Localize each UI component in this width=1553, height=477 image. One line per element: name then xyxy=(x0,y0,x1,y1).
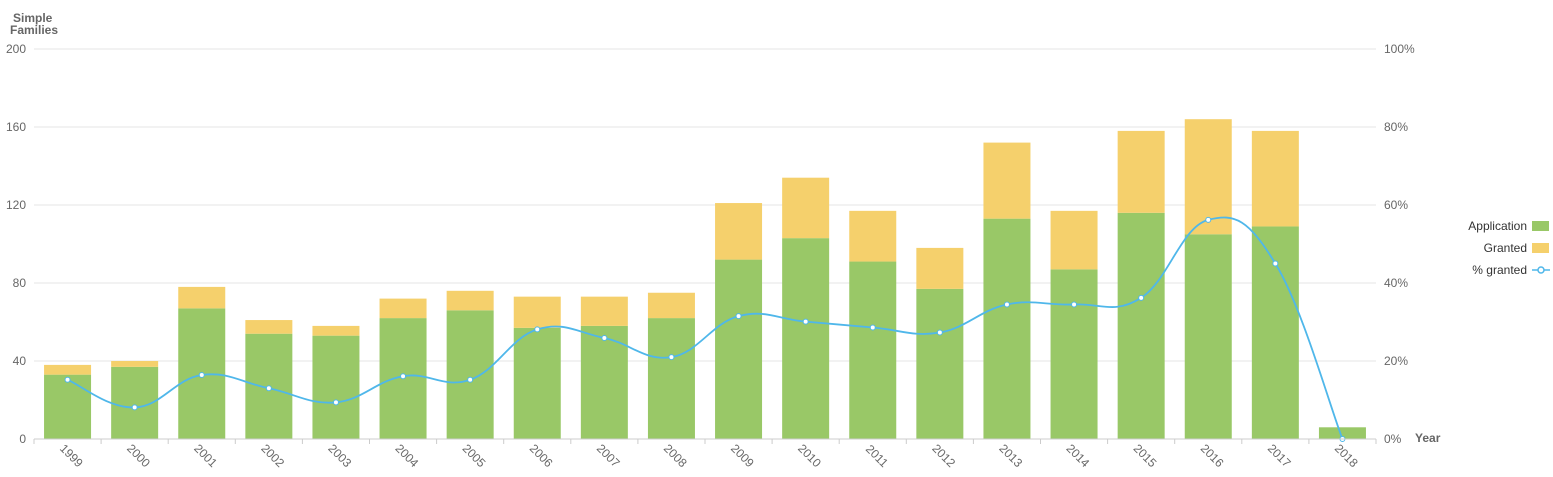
bar-application[interactable] xyxy=(312,336,359,439)
x-tick-label: 2001 xyxy=(191,441,220,470)
x-tick-label: 2018 xyxy=(1332,441,1361,470)
bar-granted[interactable] xyxy=(44,365,91,375)
y-tick-label-left: 0 xyxy=(19,432,26,446)
bar-granted[interactable] xyxy=(581,297,628,326)
percent-granted-point[interactable] xyxy=(736,314,741,319)
bar-application[interactable] xyxy=(849,262,896,439)
bar-application[interactable] xyxy=(1118,213,1165,439)
legend-swatch-granted xyxy=(1532,243,1549,253)
percent-granted-point[interactable] xyxy=(1273,261,1278,266)
bar-granted[interactable] xyxy=(380,299,427,319)
x-tick-label: 2000 xyxy=(124,441,153,470)
bar-granted[interactable] xyxy=(1051,211,1098,270)
bar-granted[interactable] xyxy=(312,326,359,336)
legend-label-percent-granted: % granted xyxy=(1472,263,1527,277)
percent-granted-point[interactable] xyxy=(401,374,406,379)
x-tick-label: 2004 xyxy=(393,441,422,470)
percent-granted-point[interactable] xyxy=(266,386,271,391)
bar-granted[interactable] xyxy=(849,211,896,262)
x-tick-label: 2009 xyxy=(728,441,757,470)
y-tick-label-right: 60% xyxy=(1384,198,1408,212)
legend-label-granted: Granted xyxy=(1484,241,1527,255)
y-tick-label-left: 160 xyxy=(6,120,26,134)
percent-granted-point[interactable] xyxy=(65,377,70,382)
bar-application[interactable] xyxy=(447,310,494,439)
y-tick-label-left: 40 xyxy=(13,354,27,368)
bar-granted[interactable] xyxy=(447,291,494,311)
x-tick-label: 2002 xyxy=(258,441,287,470)
percent-granted-point[interactable] xyxy=(803,319,808,324)
percent-granted-point[interactable] xyxy=(535,327,540,332)
percent-granted-point[interactable] xyxy=(1004,302,1009,307)
bar-granted[interactable] xyxy=(245,320,292,334)
bar-application[interactable] xyxy=(916,289,963,439)
bar-granted[interactable] xyxy=(514,297,561,328)
bar-application[interactable] xyxy=(514,328,561,439)
y-tick-label-right: 80% xyxy=(1384,120,1408,134)
legend-swatch-application xyxy=(1532,221,1549,231)
x-tick-label: 2015 xyxy=(1131,441,1160,470)
bar-granted[interactable] xyxy=(1252,131,1299,227)
x-tick-label: 2008 xyxy=(661,441,690,470)
percent-granted-point[interactable] xyxy=(333,400,338,405)
legend-swatch-percent-granted-marker xyxy=(1538,267,1544,273)
bar-application[interactable] xyxy=(983,219,1030,439)
x-tick-label: 1999 xyxy=(57,441,86,470)
y-tick-label-right: 0% xyxy=(1384,432,1402,446)
x-tick-label: 2010 xyxy=(795,441,824,470)
y-tick-label-left: 120 xyxy=(6,198,26,212)
x-axis-title: Year xyxy=(1415,431,1441,445)
percent-granted-point[interactable] xyxy=(937,330,942,335)
bar-granted[interactable] xyxy=(111,361,158,367)
bar-granted[interactable] xyxy=(916,248,963,289)
x-tick-label: 2003 xyxy=(325,441,354,470)
x-tick-label: 2016 xyxy=(1198,441,1227,470)
percent-granted-point[interactable] xyxy=(468,377,473,382)
y-tick-label-left: 80 xyxy=(13,276,27,290)
bars xyxy=(44,119,1366,439)
bar-application[interactable] xyxy=(44,375,91,439)
legend-label-application: Application xyxy=(1468,219,1527,233)
legend-item-granted[interactable]: Granted xyxy=(1484,241,1549,255)
bar-application[interactable] xyxy=(1051,269,1098,439)
x-tick-label: 2011 xyxy=(863,442,891,470)
bar-granted[interactable] xyxy=(178,287,225,308)
legend: Application Granted % granted xyxy=(1468,219,1550,277)
y-tick-label-right: 20% xyxy=(1384,354,1408,368)
percent-granted-point[interactable] xyxy=(1139,295,1144,300)
y-tick-label-right: 100% xyxy=(1384,42,1415,56)
legend-item-percent-granted[interactable]: % granted xyxy=(1472,263,1550,277)
x-tick-label: 2017 xyxy=(1265,441,1294,470)
bar-application[interactable] xyxy=(1252,226,1299,439)
bar-application[interactable] xyxy=(1185,234,1232,439)
percent-granted-point[interactable] xyxy=(870,325,875,330)
percent-granted-point[interactable] xyxy=(1072,302,1077,307)
bar-application[interactable] xyxy=(782,238,829,439)
x-tick-label: 2007 xyxy=(594,441,623,470)
percent-granted-point[interactable] xyxy=(132,405,137,410)
x-tick-label: 2005 xyxy=(460,441,489,470)
bar-granted[interactable] xyxy=(648,293,695,318)
bar-granted[interactable] xyxy=(1118,131,1165,213)
bar-application[interactable] xyxy=(715,260,762,439)
percent-granted-point[interactable] xyxy=(669,355,674,360)
y-tick-label-right: 40% xyxy=(1384,276,1408,290)
x-tick-label: 2013 xyxy=(996,441,1025,470)
percent-granted-point[interactable] xyxy=(199,373,204,378)
y-axis-title-line2: Families xyxy=(10,23,58,37)
percent-granted-point[interactable] xyxy=(602,335,607,340)
x-tick-label: 2012 xyxy=(929,441,958,470)
bar-granted[interactable] xyxy=(983,143,1030,219)
percent-granted-point[interactable] xyxy=(1206,217,1211,222)
x-tick-label: 2006 xyxy=(527,441,556,470)
legend-item-application[interactable]: Application xyxy=(1468,219,1549,233)
x-tick-label: 2014 xyxy=(1064,441,1093,470)
bar-granted[interactable] xyxy=(715,203,762,260)
y-tick-label-left: 200 xyxy=(6,42,26,56)
grid-lines xyxy=(34,49,1376,439)
bar-application[interactable] xyxy=(648,318,695,439)
bar-granted[interactable] xyxy=(782,178,829,238)
